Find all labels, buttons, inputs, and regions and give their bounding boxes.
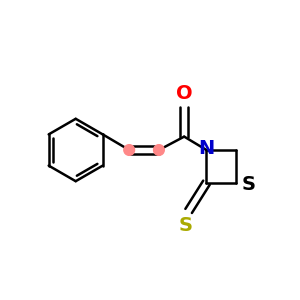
Text: S: S [242, 175, 256, 194]
Text: S: S [179, 216, 193, 235]
Circle shape [124, 145, 134, 155]
Circle shape [154, 145, 164, 155]
Text: O: O [176, 84, 193, 103]
Text: N: N [198, 139, 214, 158]
